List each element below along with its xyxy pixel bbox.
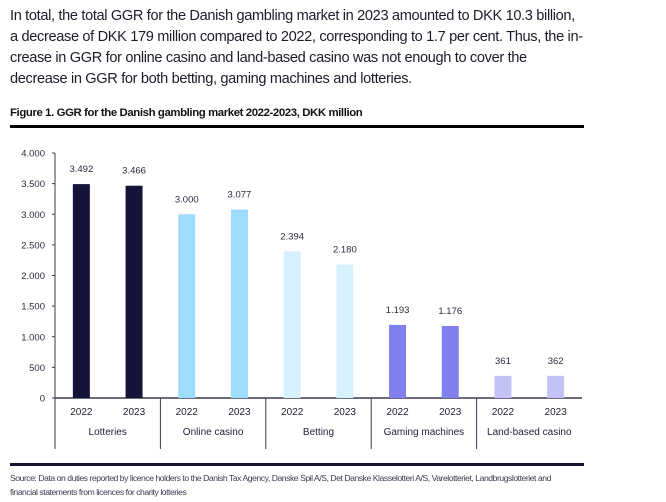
x-category-label: Gaming machines: [384, 427, 465, 438]
x-category-label: Lotteries: [89, 427, 127, 438]
bar-land-based-casino-2023: [547, 375, 565, 398]
y-tick-label: 1.500: [21, 302, 45, 313]
x-tick-label-year: 2022: [281, 407, 304, 418]
y-tick-label: 2.000: [21, 271, 45, 282]
y-tick-label: 3.500: [21, 179, 45, 190]
x-tick-label-year: 2023: [334, 407, 357, 418]
data-label: 3.466: [122, 166, 146, 177]
y-tick-label: 2.500: [21, 240, 45, 251]
x-tick-label-year: 2023: [228, 407, 251, 418]
x-category-label: Land-based casino: [487, 427, 572, 438]
bar-lotteries-2022: [72, 184, 90, 398]
bar-online-casino-2023: [230, 209, 248, 398]
y-tick-label: 500: [29, 363, 45, 374]
figure-top-rule: [10, 125, 584, 128]
data-label: 1.193: [386, 305, 410, 316]
x-tick-label-year: 2022: [386, 407, 409, 418]
x-tick-label-year: 2022: [176, 407, 199, 418]
data-label: 3.000: [175, 194, 199, 205]
bar-gaming-machines-2022: [389, 324, 407, 398]
bar-gaming-machines-2023: [441, 325, 459, 398]
figure-title: Figure 1. GGR for the Danish gambling ma…: [10, 107, 363, 119]
data-label: 2.180: [333, 244, 357, 255]
bar-online-casino-2022: [178, 214, 196, 398]
data-label: 362: [548, 356, 564, 367]
data-label: 2.394: [280, 231, 304, 242]
figure-bottom-rule: [10, 463, 584, 466]
bar-betting-2023: [336, 264, 354, 398]
x-tick-label-year: 2023: [123, 407, 146, 418]
x-tick-label-year: 2022: [70, 407, 93, 418]
x-tick-label-year: 2022: [492, 407, 515, 418]
x-tick-label-year: 2023: [545, 407, 568, 418]
y-tick-label: 1.000: [21, 332, 45, 343]
x-tick-label-year: 2023: [439, 407, 462, 418]
y-tick-label: 3.000: [21, 210, 45, 221]
data-label: 361: [495, 356, 511, 367]
data-label: 3.077: [228, 190, 252, 201]
source-note: Source: Data on duties reported by licen…: [10, 473, 551, 497]
data-label: 3.492: [69, 164, 93, 175]
data-label: 1.176: [438, 306, 462, 317]
x-category-label: Betting: [303, 427, 334, 438]
bar-chart: 0 500 1.000 1.500 2.000 2.500 3.000 3.500 4.000 3…: [21, 149, 582, 449]
y-tick-label: 0: [40, 394, 45, 405]
bar-land-based-casino-2022: [494, 375, 512, 398]
x-category-label: Online casino: [183, 427, 244, 438]
y-tick-label: 4.000: [21, 149, 45, 160]
intro-paragraph: In total, the total GGR for the Danish g…: [10, 8, 583, 87]
bar-lotteries-2023: [125, 185, 143, 398]
bar-betting-2022: [283, 251, 301, 398]
